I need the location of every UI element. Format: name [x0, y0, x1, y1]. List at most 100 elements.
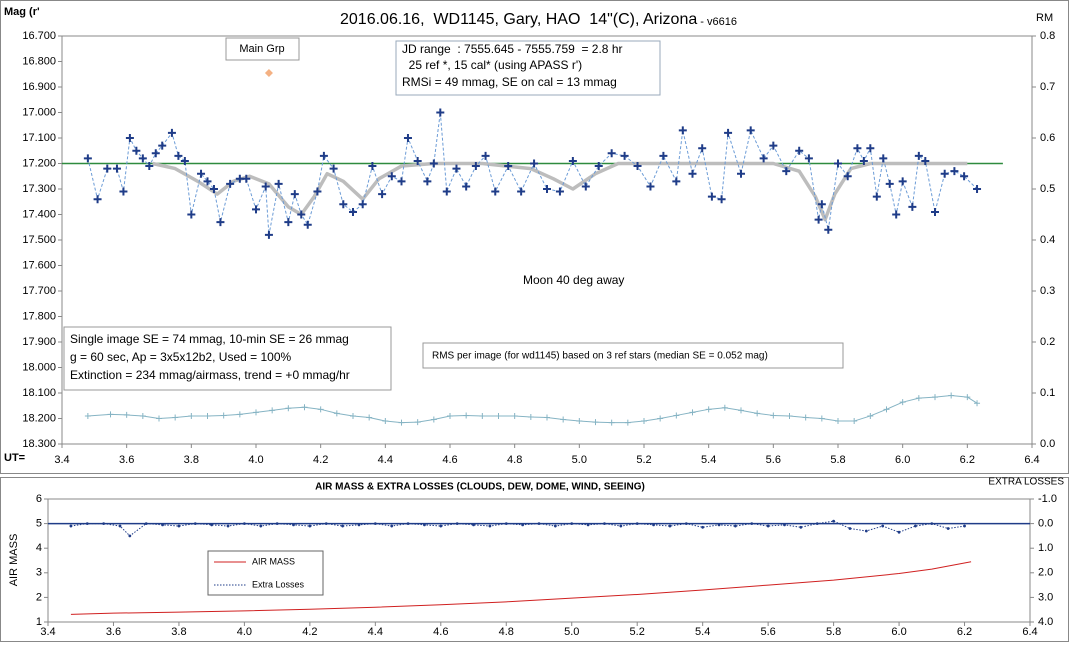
- point: [555, 187, 564, 196]
- point: [932, 394, 938, 401]
- point: [607, 149, 616, 158]
- point: [84, 412, 91, 419]
- y-tick-label: 1: [36, 616, 42, 628]
- annotation: g = 60 sec, Ap = 3x5x12b2, Used = 100%: [70, 350, 291, 364]
- point: [853, 144, 862, 153]
- point: [313, 187, 322, 196]
- point: [138, 154, 147, 163]
- y2-tick-label: 1.0: [1038, 542, 1053, 554]
- point: [252, 205, 260, 214]
- point: [204, 412, 211, 419]
- legend-box: [207, 550, 324, 596]
- x-tick-label: 5.6: [760, 626, 775, 638]
- x-tick-label: 5.0: [564, 626, 579, 638]
- point: [158, 141, 167, 150]
- point: [832, 519, 835, 523]
- x-tick-label: 6.0: [891, 626, 906, 638]
- point: [242, 174, 251, 183]
- point: [586, 523, 590, 527]
- series-label: Main Grp: [239, 43, 284, 55]
- point: [684, 522, 688, 525]
- point: [698, 144, 707, 153]
- point: [390, 524, 394, 528]
- point: [592, 419, 599, 426]
- point: [151, 149, 160, 158]
- x-tick-label: 6.2: [960, 454, 975, 466]
- info-box: [422, 342, 844, 369]
- point: [319, 151, 328, 160]
- point: [226, 524, 230, 528]
- point: [766, 524, 770, 528]
- point: [921, 156, 930, 165]
- info-box: [63, 326, 392, 391]
- point: [872, 192, 881, 201]
- point: [883, 406, 890, 413]
- point: [236, 411, 243, 418]
- point: [414, 419, 421, 426]
- point: [594, 162, 603, 171]
- y-tick-label: 16.800: [22, 55, 56, 67]
- point: [802, 414, 809, 421]
- point: [275, 522, 279, 525]
- point: [659, 151, 668, 160]
- x-tick-label: 5.0: [572, 454, 587, 466]
- point: [737, 169, 745, 178]
- point: [488, 524, 492, 528]
- point: [188, 412, 195, 419]
- y-tick-label: 17.100: [22, 132, 56, 144]
- point: [397, 177, 406, 186]
- point: [123, 411, 130, 418]
- point: [243, 522, 246, 525]
- point: [635, 522, 639, 525]
- point: [373, 522, 377, 525]
- point: [914, 151, 923, 160]
- point: [504, 162, 513, 171]
- point: [102, 522, 106, 525]
- point: [83, 154, 92, 163]
- y2-tick-label: 0.1: [1040, 387, 1055, 399]
- y-axis-label: AIR MASS: [8, 534, 20, 587]
- chart-title: AIR MASS & EXTRA LOSSES (CLOUDS, DEW, DO…: [315, 482, 645, 493]
- point: [274, 179, 283, 188]
- point: [707, 192, 716, 201]
- point: [358, 200, 367, 209]
- y-tick-label: 16.900: [22, 81, 56, 93]
- point: [701, 525, 705, 529]
- point: [259, 524, 263, 528]
- point: [843, 172, 852, 181]
- y-axis-label: Mag (r': [4, 6, 40, 18]
- y2-tick-label: 0.7: [1040, 81, 1055, 93]
- point: [324, 522, 328, 525]
- x-tick-label: 4.6: [442, 454, 457, 466]
- point: [341, 524, 344, 528]
- point: [210, 523, 214, 527]
- point: [673, 412, 680, 419]
- point: [814, 215, 823, 224]
- chart-title: 2016.06.16, WD1145, Gary, HAO 14"(C), Ar…: [340, 11, 697, 28]
- series-line: [70, 520, 965, 537]
- point: [608, 419, 615, 426]
- y2-tick-label: 0.2: [1040, 336, 1055, 348]
- point: [144, 522, 148, 525]
- point: [429, 159, 438, 168]
- point: [964, 394, 971, 401]
- x-tick-label: 5.2: [630, 626, 645, 638]
- point: [303, 220, 312, 229]
- point: [197, 169, 206, 178]
- point: [940, 169, 949, 178]
- point: [368, 162, 377, 171]
- y-tick-label: 6: [36, 493, 42, 505]
- point: [107, 411, 114, 418]
- y-tick-label: 17.700: [22, 285, 56, 297]
- x-tick-label: 3.6: [106, 626, 121, 638]
- legend-label: AIR MASS: [252, 556, 295, 566]
- y2-tick-label: -1.0: [1038, 493, 1057, 505]
- point: [349, 207, 357, 216]
- point: [139, 412, 146, 419]
- point: [455, 522, 459, 525]
- point: [879, 154, 888, 163]
- point: [423, 523, 426, 527]
- point: [570, 522, 574, 525]
- point: [187, 210, 196, 219]
- y-tick-label: 17.000: [22, 106, 56, 118]
